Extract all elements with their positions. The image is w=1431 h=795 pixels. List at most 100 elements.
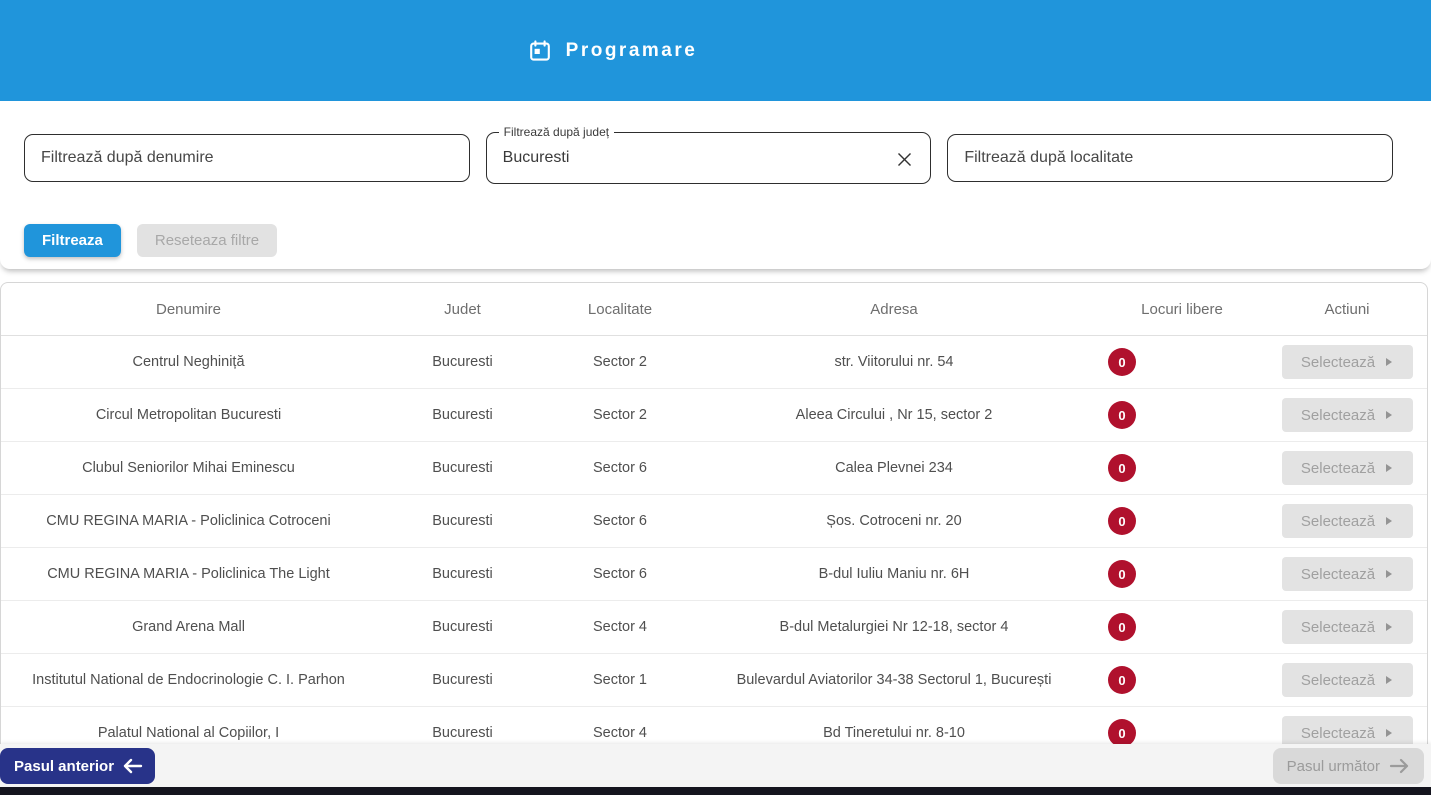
table-header-row: Denumire Judet Localitate Adresa Locuri …: [1, 283, 1427, 336]
select-button[interactable]: Selectează: [1281, 345, 1413, 379]
filter-county-label: Filtrează după județ: [498, 125, 615, 139]
next-step-label: Pasul următor: [1286, 757, 1380, 775]
calendar-icon: [528, 39, 552, 63]
select-button[interactable]: Selectează: [1281, 398, 1413, 432]
filter-locality-input[interactable]: [947, 134, 1394, 182]
filter-name-input[interactable]: [24, 134, 470, 182]
table-body: Centrul Neghiniță Bucuresti Sector 2 str…: [1, 336, 1427, 760]
table-row: Institutul National de Endocrinologie C.…: [1, 654, 1427, 707]
cell-judet: Bucuresti: [432, 407, 493, 423]
cell-adresa: str. Viitorului nr. 54: [834, 354, 954, 370]
cell-locuri-libere: 0: [1097, 401, 1267, 429]
table-row: Clubul Seniorilor Mihai Eminescu Bucures…: [1, 442, 1427, 495]
chevron-right-icon: [1385, 622, 1393, 632]
chevron-right-icon: [1385, 675, 1393, 685]
cell-localitate: Sector 2: [593, 354, 647, 370]
arrow-right-icon: [1389, 758, 1410, 774]
cell-adresa: Aleea Circului , Nr 15, sector 2: [795, 407, 993, 423]
free-slots-badge: 0: [1108, 666, 1136, 694]
select-button-label: Selectează: [1300, 459, 1376, 477]
free-slots-badge: 0: [1108, 507, 1136, 535]
chevron-right-icon: [1385, 569, 1393, 579]
cell-actiuni: Selectează: [1267, 557, 1427, 591]
column-header-denumire: Denumire: [155, 300, 222, 318]
previous-step-label: Pasul anterior: [14, 757, 115, 775]
clear-county-button[interactable]: [891, 146, 917, 172]
cell-adresa: Bd Tineretului nr. 8-10: [823, 725, 965, 741]
column-header-judet: Judet: [444, 300, 481, 318]
step-navigation-bar: Pasul anterior Pasul următor: [0, 744, 1431, 787]
cell-denumire: Palatul National al Copiilor, I: [97, 725, 280, 741]
cell-judet: Bucuresti: [432, 513, 493, 529]
close-icon: [895, 150, 914, 169]
free-slots-badge: 0: [1108, 613, 1136, 641]
select-button[interactable]: Selectează: [1281, 610, 1413, 644]
cell-adresa: B-dul Metalurgiei Nr 12-18, sector 4: [779, 619, 1009, 635]
filter-locality-field: [947, 134, 1394, 184]
cell-locuri-libere: 0: [1097, 507, 1267, 535]
cell-judet: Bucuresti: [432, 672, 493, 688]
cell-locuri-libere: 0: [1097, 613, 1267, 641]
centers-table: Denumire Judet Localitate Adresa Locuri …: [0, 282, 1428, 795]
free-slots-badge: 0: [1108, 560, 1136, 588]
free-slots-badge: 0: [1108, 348, 1136, 376]
next-step-button[interactable]: Pasul următor: [1272, 748, 1424, 784]
select-button[interactable]: Selectează: [1281, 451, 1413, 485]
chevron-right-icon: [1385, 357, 1393, 367]
select-button-label: Selectează: [1300, 565, 1376, 583]
column-header-locuri-libere: Locuri libere: [1141, 300, 1223, 318]
cell-localitate: Sector 6: [593, 513, 647, 529]
cell-locuri-libere: 0: [1097, 454, 1267, 482]
select-button-label: Selectează: [1300, 353, 1376, 371]
cell-locuri-libere: 0: [1097, 348, 1267, 376]
table-row: Grand Arena Mall Bucuresti Sector 4 B-du…: [1, 601, 1427, 654]
column-header-adresa: Adresa: [870, 300, 918, 318]
reset-filters-button[interactable]: Reseteaza filtre: [136, 224, 278, 257]
cell-actiuni: Selectează: [1267, 451, 1427, 485]
cell-localitate: Sector 6: [593, 566, 647, 582]
cell-denumire: Institutul National de Endocrinologie C.…: [32, 672, 345, 688]
filter-county-field: Filtrează după județ: [485, 125, 932, 184]
cell-localitate: Sector 4: [593, 725, 647, 741]
cell-judet: Bucuresti: [432, 566, 493, 582]
cell-denumire: CMU REGINA MARIA - Policlinica The Light: [47, 566, 330, 582]
cell-judet: Bucuresti: [432, 725, 493, 741]
filter-button[interactable]: Filtreaza: [24, 224, 121, 257]
chevron-right-icon: [1385, 728, 1393, 738]
select-button[interactable]: Selectează: [1281, 557, 1413, 591]
cell-judet: Bucuresti: [432, 354, 493, 370]
table-row: Palatul National al Copiilor, I Bucurest…: [1, 707, 1427, 760]
filter-panel: Filtrează după județ Filtreaza Reseteaza…: [0, 101, 1431, 269]
previous-step-button[interactable]: Pasul anterior: [0, 748, 156, 784]
select-button[interactable]: Selectează: [1281, 504, 1413, 538]
cell-denumire: Clubul Seniorilor Mihai Eminescu: [82, 460, 295, 476]
select-button[interactable]: Selectează: [1281, 663, 1413, 697]
cell-locuri-libere: 0: [1097, 666, 1267, 694]
table-row: CMU REGINA MARIA - Policlinica The Light…: [1, 548, 1427, 601]
cell-judet: Bucuresti: [432, 460, 493, 476]
cell-adresa: Bulevardul Aviatorilor 34-38 Sectorul 1,…: [736, 672, 1052, 688]
cell-denumire: Circul Metropolitan Bucuresti: [95, 407, 282, 423]
free-slots-badge: 0: [1108, 719, 1136, 747]
cell-actiuni: Selectează: [1267, 345, 1427, 379]
column-header-actiuni: Actiuni: [1324, 300, 1370, 318]
filter-county-input[interactable]: [485, 132, 932, 184]
chevron-right-icon: [1385, 516, 1393, 526]
cell-denumire: CMU REGINA MARIA - Policlinica Cotroceni: [46, 513, 331, 529]
table-row: CMU REGINA MARIA - Policlinica Cotroceni…: [1, 495, 1427, 548]
select-button-label: Selectează: [1300, 671, 1376, 689]
chevron-right-icon: [1385, 463, 1393, 473]
cell-adresa: B-dul Iuliu Maniu nr. 6H: [818, 566, 970, 582]
cell-locuri-libere: 0: [1097, 560, 1267, 588]
cell-localitate: Sector 2: [593, 407, 647, 423]
cell-actiuni: Selectează: [1267, 504, 1427, 538]
cell-denumire: Grand Arena Mall: [132, 619, 245, 635]
cell-denumire: Centrul Neghiniță: [132, 354, 245, 370]
select-button-label: Selectează: [1300, 724, 1376, 742]
window-bottom-edge: [0, 787, 1431, 795]
arrow-left-icon: [122, 758, 143, 774]
column-header-localitate: Localitate: [587, 300, 653, 318]
select-button-label: Selectează: [1300, 406, 1376, 424]
cell-adresa: Calea Plevnei 234: [835, 460, 953, 476]
cell-actiuni: Selectează: [1267, 663, 1427, 697]
